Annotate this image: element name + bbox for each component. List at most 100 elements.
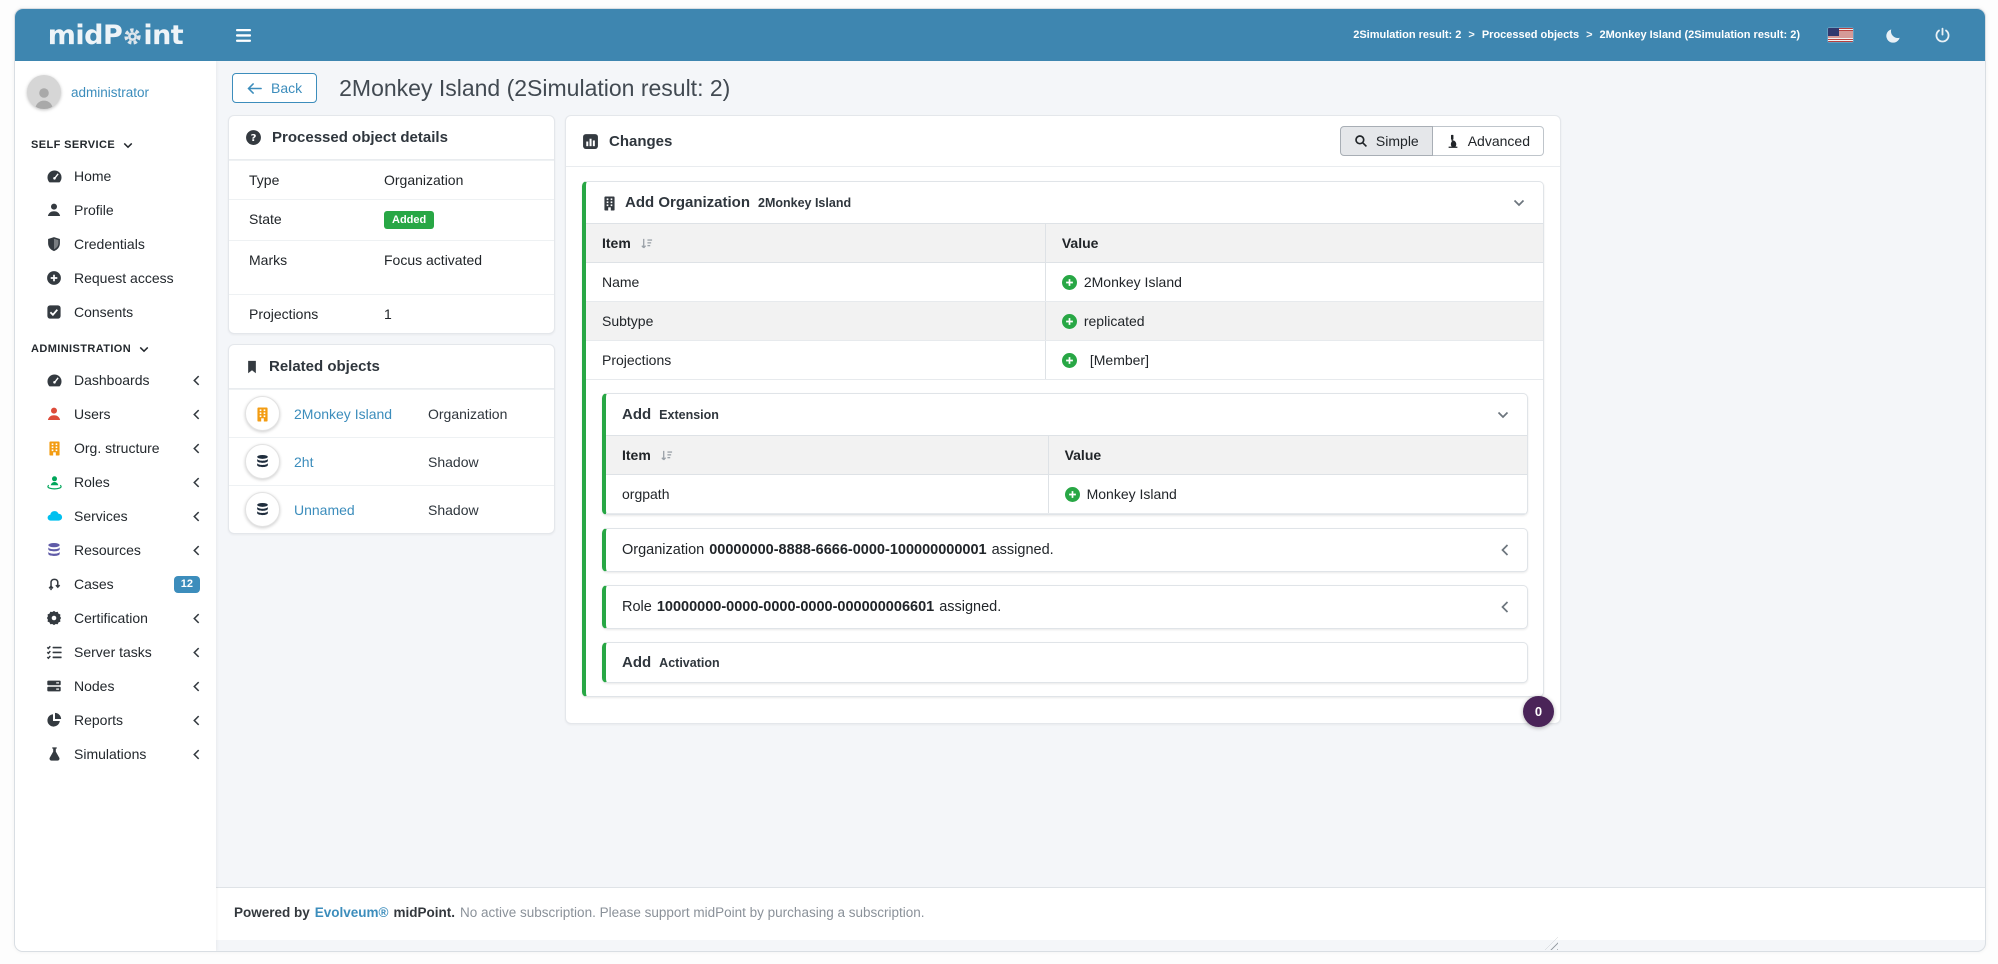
chevron-left-icon [193, 545, 200, 556]
logo-text-post: int [143, 19, 184, 51]
breadcrumb-separator: > [1586, 29, 1593, 41]
sidebar-item-label: Simulations [74, 746, 147, 762]
sidebar-item-label: Org. structure [74, 440, 160, 456]
sidebar-item-simulations[interactable]: Simulations [15, 737, 216, 771]
related-object-row: 2Monkey Island Organization [229, 389, 554, 437]
bookmark-icon [245, 359, 259, 375]
sidebar-item-dashboards[interactable]: Dashboards [15, 363, 216, 397]
related-objects-card: Related objects 2Monkey Island Organizat… [228, 344, 555, 534]
menu-section-administration[interactable]: ADMINISTRATION [15, 329, 216, 363]
assignment-prefix: Organization [622, 542, 705, 558]
detail-row-projections: Projections 1 [229, 294, 554, 333]
footer-product: midPoint. [393, 905, 456, 920]
sort-icon[interactable] [640, 237, 653, 250]
added-plus-icon [1061, 352, 1077, 368]
page-header: Back 2Monkey Island (2Simulation result:… [228, 71, 1973, 115]
sidebar-item-nodes[interactable]: Nodes [15, 669, 216, 703]
sidebar-item-label: Consents [74, 304, 134, 320]
value-cell: 2Monkey Island [1083, 274, 1182, 290]
user-panel[interactable]: administrator [15, 61, 216, 125]
sort-icon[interactable] [660, 449, 673, 462]
delta-box-header: Add Extension [606, 394, 1527, 435]
simple-mode-label: Simple [1375, 133, 1419, 149]
sidebar-item-resources[interactable]: Resources [15, 533, 216, 567]
back-button[interactable]: Back [232, 73, 318, 103]
changes-body: Add Organization 2Monkey Island [566, 167, 1560, 723]
dark-mode-moon-icon[interactable] [1881, 23, 1906, 48]
simple-mode-button[interactable]: Simple [1339, 126, 1433, 156]
sidebar-item-label: Reports [74, 712, 124, 728]
left-column: ? Processed object details Type Organiza… [228, 115, 555, 534]
sidebar-item-request-access[interactable]: Request access [15, 261, 216, 295]
table-header-row: Item Value [606, 435, 1527, 475]
sidebar-item-credentials[interactable]: Credentials [15, 227, 216, 261]
plus-circle-icon [45, 270, 63, 286]
top-navbar: midP int 2Simulation result: 2 > Process… [15, 9, 1985, 61]
sidebar-item-label: Profile [74, 202, 114, 218]
chevron-left-icon [193, 375, 200, 386]
detail-label: Projections [249, 306, 319, 322]
evolveum-link[interactable]: Evolveum® [314, 905, 389, 920]
chevron-down-icon [139, 346, 149, 353]
expand-chevron-left-icon[interactable] [1499, 542, 1511, 558]
sidebar-item-label: Certification [74, 610, 148, 626]
item-cell: Name [586, 262, 1046, 302]
sidebar-item-cases[interactable]: Cases 12 [15, 567, 216, 601]
avatar [27, 75, 61, 109]
related-object-link[interactable]: 2ht [294, 453, 314, 470]
question-circle-icon: ? [245, 129, 262, 146]
locale-flag-icon[interactable] [1824, 24, 1857, 46]
shield-icon [45, 236, 63, 252]
changes-title: Changes [609, 132, 673, 150]
sidebar-item-profile[interactable]: Profile [15, 193, 216, 227]
related-object-link[interactable]: Unnamed [294, 501, 355, 518]
sidebar-item-consents[interactable]: Consents [15, 295, 216, 329]
collapse-chevron-down-icon[interactable] [1495, 409, 1511, 421]
column-header-value: Value [1064, 447, 1102, 463]
sidebar-item-reports[interactable]: Reports [15, 703, 216, 737]
notification-count-button[interactable]: 0 [1523, 696, 1554, 727]
related-object-type: Organization [428, 405, 508, 422]
item-cell: orgpath [606, 474, 1049, 514]
sidebar-item-org-structure[interactable]: Org. structure [15, 431, 216, 465]
value-cell: Monkey Island [1086, 486, 1177, 502]
sidebar-item-home[interactable]: Home [15, 159, 216, 193]
logout-power-icon[interactable] [1930, 23, 1955, 48]
user-name: administrator [71, 84, 150, 100]
gear-icon [123, 27, 142, 46]
assignment-suffix: assigned. [939, 599, 1002, 615]
svg-text:?: ? [251, 133, 257, 144]
main-area: Back 2Monkey Island (2Simulation result:… [216, 61, 1985, 951]
sidebar-item-roles[interactable]: Roles [15, 465, 216, 499]
chevron-left-icon [193, 647, 200, 658]
sidebar-item-certification[interactable]: Certification [15, 601, 216, 635]
menu-section-self-service[interactable]: SELF SERVICE [15, 125, 216, 159]
view-mode-toggle: Simple Advanced [1339, 126, 1544, 156]
sidebar-toggle-icon[interactable] [228, 21, 259, 50]
related-object-link[interactable]: 2Monkey Island [294, 405, 393, 422]
expand-chevron-left-icon[interactable] [1499, 599, 1511, 615]
breadcrumb-link[interactable]: 2Simulation result: 2 [1353, 29, 1462, 41]
value-cell: [Member] [1089, 352, 1149, 368]
item-cell: Subtype [586, 301, 1046, 341]
cloud-icon [45, 508, 63, 524]
advanced-mode-button[interactable]: Advanced [1432, 126, 1544, 156]
delta-box-add-organization: Add Organization 2Monkey Island [582, 181, 1544, 697]
detail-value: 1 [384, 306, 392, 322]
sidebar-item-users[interactable]: Users [15, 397, 216, 431]
table-row: Name 2Monkey Island [586, 262, 1543, 302]
logo[interactable]: midP int [15, 9, 216, 61]
assignment-oid: 00000000-8888-6666-0000-100000000001 [709, 542, 987, 558]
assignment-suffix: assigned. [991, 542, 1054, 558]
route-icon [45, 576, 63, 592]
delta-box-header: Add Activation [606, 643, 1527, 682]
sidebar-item-label: Cases [74, 576, 114, 592]
collapse-chevron-down-icon[interactable] [1511, 197, 1527, 209]
tachometer-icon [45, 372, 63, 389]
added-plus-icon [1064, 486, 1080, 502]
sidebar-item-services[interactable]: Services [15, 499, 216, 533]
shadow-circle [245, 492, 280, 527]
breadcrumb: 2Simulation result: 2 > Processed object… [1353, 29, 1800, 41]
breadcrumb-link[interactable]: Processed objects [1481, 29, 1580, 41]
sidebar-item-server-tasks[interactable]: Server tasks [15, 635, 216, 669]
